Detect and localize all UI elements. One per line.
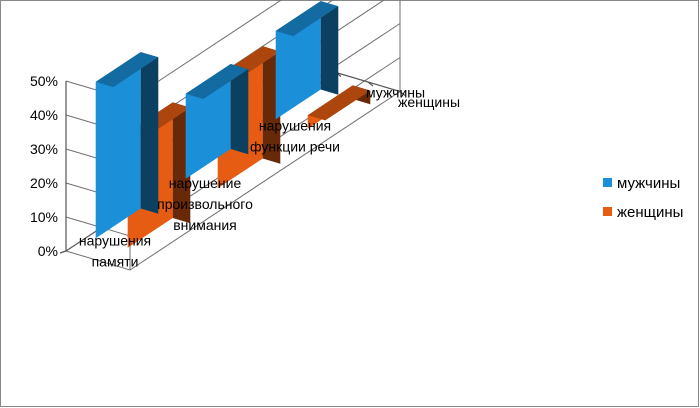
depth-axis-label: мужчины	[366, 84, 425, 100]
bar-side-face	[140, 52, 159, 214]
bar	[95, 52, 159, 239]
bar-top-face	[275, 1, 339, 37]
category-label-line: нарушения	[79, 232, 151, 248]
depth-axis-label: женщины	[398, 94, 460, 110]
category-label: нарушения памяти	[79, 232, 151, 269]
legend-swatch	[603, 178, 612, 187]
legend-label: женщины	[617, 204, 683, 221]
depth-tick-mark	[399, 91, 406, 96]
bars	[95, 1, 371, 248]
legend-swatch	[603, 207, 612, 216]
bar	[275, 1, 339, 120]
y-tick-label: 30%	[30, 141, 58, 157]
bar-front-face	[95, 52, 141, 239]
category-label: нарушение произвольного внимания	[157, 175, 253, 233]
bar-side-face	[230, 64, 249, 155]
category-label-line: внимания	[173, 217, 237, 233]
labels: 0%10%20%30%40%50%нарушения памятинарушени…	[30, 73, 460, 269]
bar	[307, 85, 371, 129]
category-label-line: нарушение	[169, 175, 242, 191]
bar-top-face	[307, 85, 371, 121]
category-label-line: памяти	[92, 253, 139, 269]
legend-label: мужчины	[617, 175, 680, 192]
y-tick-label: 0%	[38, 243, 58, 259]
legend: мужчины женщины	[603, 175, 683, 221]
category-label-line: функции речи	[250, 138, 340, 154]
bar	[185, 64, 249, 179]
x-tick-mark	[59, 250, 67, 254]
category-label-line: нарушения	[259, 117, 331, 133]
bar-top-face	[185, 64, 249, 99]
y-tick-label: 20%	[30, 175, 58, 191]
y-tick-label: 10%	[30, 209, 58, 225]
y-tick-label: 40%	[30, 107, 58, 123]
bar-side-face	[320, 1, 339, 95]
depth-tick-mark	[367, 81, 374, 87]
y-tick-label: 50%	[30, 73, 58, 89]
category-label: нарушения функции речи	[250, 117, 340, 154]
category-label-line: произвольного	[157, 196, 253, 212]
bar-top-face	[95, 52, 159, 88]
